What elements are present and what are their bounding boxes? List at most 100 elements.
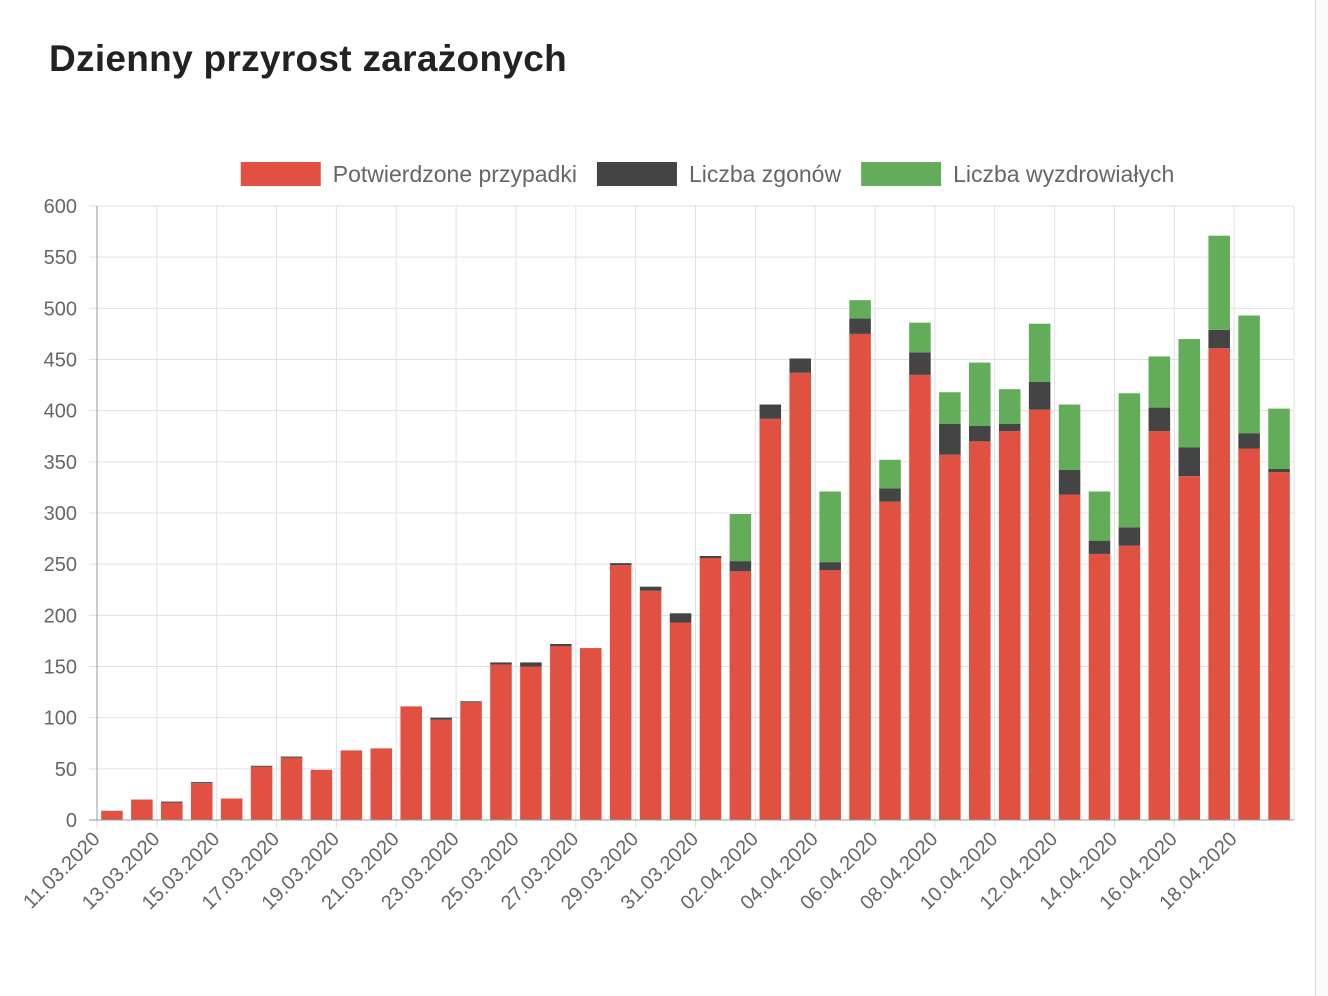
bar-deaths [909, 352, 931, 375]
bar-confirmed [280, 757, 303, 820]
bar-confirmed [1058, 494, 1081, 820]
bar-recovered [969, 362, 991, 427]
bar-deaths [939, 423, 961, 455]
bar-deaths [1268, 468, 1290, 473]
bar-recovered [1268, 408, 1290, 469]
legend-label: Liczba zgonów [689, 161, 842, 187]
bar-recovered [1088, 491, 1111, 541]
bar-confirmed [430, 719, 452, 820]
bar-confirmed [310, 769, 333, 820]
page-title: Dzienny przyrost zarażonych [49, 38, 568, 79]
bar-confirmed [400, 706, 422, 820]
bar-recovered [819, 491, 841, 563]
bar-recovered [1208, 235, 1230, 330]
chart-grid [89, 205, 1295, 828]
bar-deaths [250, 765, 273, 767]
chart-bars [101, 235, 1290, 820]
bar-confirmed [849, 333, 871, 820]
y-tick-label: 300 [44, 503, 77, 525]
bar-confirmed [190, 783, 213, 820]
bar-confirmed [340, 750, 363, 820]
bar-recovered [1028, 323, 1051, 383]
bar-deaths [1088, 540, 1111, 554]
y-tick-label: 200 [44, 605, 77, 627]
bar-confirmed [161, 802, 183, 820]
legend-swatch [596, 162, 677, 186]
bar-confirmed [490, 664, 512, 820]
y-tick-label: 100 [44, 708, 77, 730]
bar-confirmed [609, 565, 632, 820]
legend-swatch [240, 162, 321, 186]
page-edge [1315, 0, 1328, 996]
bar-deaths [1208, 329, 1230, 349]
bar-confirmed [250, 766, 273, 820]
bar-confirmed [1148, 431, 1171, 820]
bar-confirmed [579, 648, 602, 820]
bar-deaths [1028, 382, 1051, 410]
bar-deaths [879, 488, 901, 502]
legend-label: Liczba wyzdrowiałych [953, 161, 1174, 187]
bar-confirmed [1178, 476, 1201, 820]
legend-swatch [861, 162, 942, 186]
bar-deaths [1238, 433, 1260, 449]
bar-confirmed [1268, 472, 1290, 820]
bar-recovered [939, 392, 961, 424]
bar-confirmed [1118, 545, 1141, 820]
chart-axes [89, 206, 1294, 821]
bar-confirmed [729, 571, 752, 820]
bar-confirmed [1208, 348, 1230, 820]
bar-deaths [819, 562, 841, 571]
bar-deaths [669, 613, 692, 623]
bar-confirmed [1028, 409, 1051, 820]
bar-confirmed [699, 558, 722, 820]
bar-confirmed [819, 570, 841, 820]
x-axis-ticks: 11.03.202013.03.202015.03.202017.03.2020… [19, 828, 1241, 914]
bar-recovered [909, 322, 931, 353]
bar-confirmed [969, 441, 991, 820]
bar-deaths [430, 717, 452, 720]
bar-deaths [1148, 407, 1171, 432]
y-tick-label: 450 [44, 350, 77, 372]
bar-recovered [729, 514, 752, 562]
bar-deaths [520, 662, 542, 667]
bar-confirmed [909, 374, 931, 820]
y-tick-label: 500 [44, 298, 77, 320]
bar-deaths [490, 662, 512, 665]
bar-confirmed [639, 590, 662, 820]
bar-deaths [998, 423, 1021, 432]
bar-deaths [460, 701, 482, 703]
bar-deaths [190, 782, 213, 784]
y-tick-label: 250 [44, 554, 77, 576]
bar-recovered [849, 300, 871, 319]
bar-confirmed [1088, 553, 1111, 820]
bar-deaths [849, 318, 871, 334]
bar-confirmed [460, 702, 482, 820]
bar-confirmed [759, 418, 782, 820]
bar-confirmed [220, 798, 243, 820]
bar-recovered [998, 389, 1021, 424]
bar-recovered [1058, 404, 1081, 471]
legend-label: Potwierdzone przypadki [333, 161, 577, 187]
y-axis-ticks: 0 50 100 150 200 250 300 350 400 450 500 550 600 [44, 196, 77, 832]
bar-recovered [1238, 315, 1260, 434]
y-tick-label: 50 [55, 759, 77, 781]
bar-recovered [1178, 339, 1201, 448]
y-tick-label: 400 [44, 401, 77, 423]
bar-deaths [609, 563, 632, 566]
bar-deaths [699, 555, 722, 559]
bar-confirmed [370, 748, 393, 820]
bar-deaths [280, 756, 303, 758]
bar-recovered [1118, 393, 1141, 528]
y-tick-label: 350 [44, 452, 77, 474]
bar-confirmed [879, 501, 901, 820]
bar-confirmed [998, 431, 1021, 820]
bar-deaths [1178, 447, 1201, 477]
bar-deaths [1058, 470, 1081, 495]
bar-deaths [1118, 527, 1141, 546]
bar-confirmed [669, 622, 692, 820]
bar-deaths [550, 643, 572, 647]
y-tick-label: 150 [44, 657, 77, 679]
bar-confirmed [939, 454, 961, 820]
bar-recovered [1148, 356, 1171, 408]
